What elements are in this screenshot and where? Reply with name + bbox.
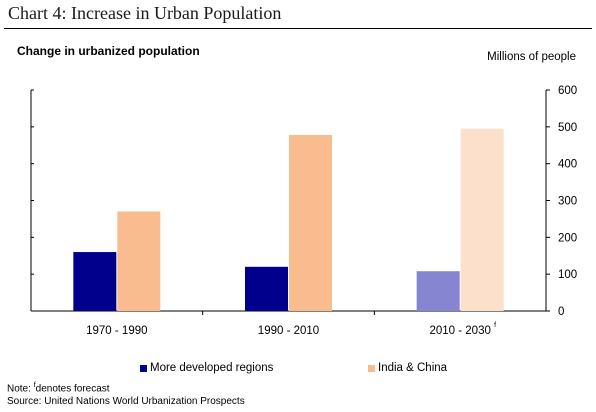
- y-tick-label-100: 100: [558, 269, 577, 281]
- x-tick-label-0: 1970 - 1990: [86, 325, 147, 337]
- y-axis-unit-label: Millions of people: [487, 51, 576, 63]
- bar-more-developed-2: [416, 271, 460, 311]
- bar-india-china-1: [289, 134, 332, 311]
- x-tick-label-2: 2010 - 2030: [429, 325, 490, 337]
- title-divider: [4, 28, 592, 29]
- note-prefix: Note:: [7, 383, 31, 395]
- legend-swatch-india-china: [368, 364, 375, 372]
- y-tick-label-0: 0: [558, 306, 564, 318]
- bar-more-developed-0: [73, 252, 117, 311]
- legend-label-india-china: India & China: [378, 362, 448, 374]
- y-tick-label-200: 200: [558, 232, 577, 244]
- forecast-note: Note: fdenotes forecast: [7, 382, 110, 394]
- note-text: denotes forecast: [35, 383, 110, 395]
- y-tick-label-300: 300: [558, 196, 577, 208]
- note-forecast-marker: f: [33, 382, 36, 389]
- y-tick-label-400: 400: [558, 159, 577, 171]
- y-tick-label-500: 500: [558, 122, 577, 134]
- legend-item-more-developed: More developed regions: [140, 362, 273, 374]
- bar-india-china-2: [460, 128, 504, 311]
- legend-label-more-developed: More developed regions: [150, 362, 274, 374]
- bar-more-developed-1: [245, 266, 288, 311]
- chart-subtitle: Change in urbanized population: [17, 44, 200, 58]
- y-tick-label-600: 600: [558, 85, 577, 97]
- bar-india-china-0: [117, 211, 161, 311]
- x-tick-label-1: 1990 - 2010: [258, 325, 319, 337]
- source-note: Source: United Nations World Urbanizatio…: [7, 396, 245, 407]
- x-tick-forecast-marker-2: f: [494, 322, 496, 329]
- legend-item-india-china: India & China: [368, 362, 447, 374]
- page-title: Chart 4: Increase in Urban Population: [8, 3, 282, 23]
- legend-swatch-more-developed: [140, 364, 147, 372]
